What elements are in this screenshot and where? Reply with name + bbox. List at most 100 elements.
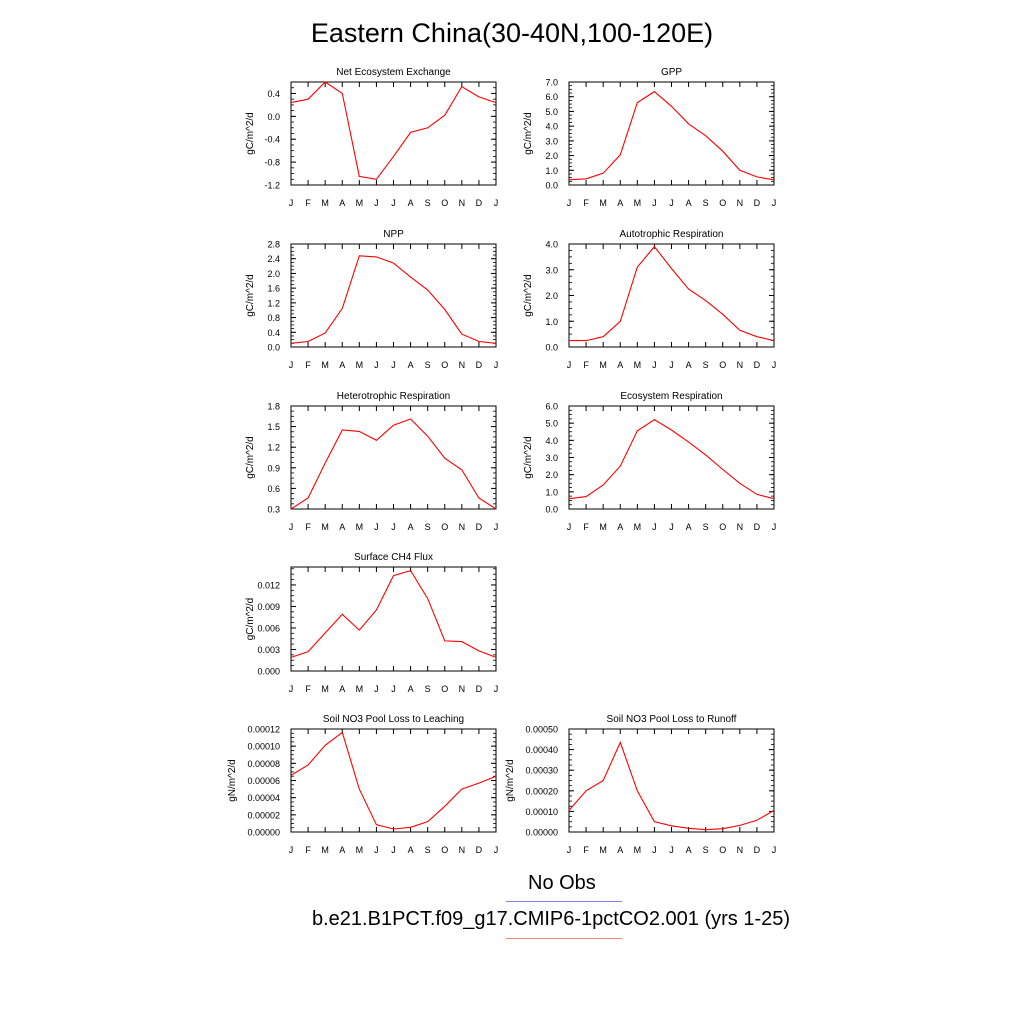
- soil-no3-pool-loss-to-runoff-xtick-label: S: [703, 845, 709, 855]
- npp-xtick-label: S: [425, 360, 431, 370]
- npp-xtick-label: A: [408, 360, 414, 370]
- soil-no3-pool-loss-to-runoff-xtick-label: F: [583, 845, 589, 855]
- ecosystem-respiration-xtick-label: N: [737, 522, 744, 532]
- npp-ytick-label: 0.8: [267, 313, 280, 323]
- soil-no3-pool-loss-to-leaching-ytick-label: 0.00008: [247, 759, 280, 769]
- soil-no3-pool-loss-to-runoff-ytick-label: 0.00050: [525, 725, 558, 735]
- npp-ytick-label: 0.4: [267, 328, 280, 338]
- soil-no3-pool-loss-to-leaching-ytick-label: 0.00002: [247, 810, 280, 820]
- npp-xtick-label: D: [476, 360, 483, 370]
- gpp-ytick-label: 4.0: [545, 122, 558, 132]
- soil-no3-pool-loss-to-runoff-xtick-label: M: [634, 845, 642, 855]
- gpp-series-line: [568, 90, 775, 181]
- heterotrophic-respiration-ytick-label: 1.8: [267, 402, 280, 412]
- gpp-ytick-label: 1.0: [545, 166, 558, 176]
- soil-no3-pool-loss-to-leaching-xtick-label: D: [476, 845, 483, 855]
- surface-ch4-flux-xtick-label: D: [476, 684, 483, 694]
- net-ecosystem-exchange-title: Net Ecosystem Exchange: [336, 67, 451, 78]
- ecosystem-respiration-ytick-label: 6.0: [545, 402, 558, 412]
- heterotrophic-respiration-xtick-label: F: [305, 522, 311, 532]
- soil-no3-pool-loss-to-runoff-frame: [568, 728, 775, 833]
- gpp-xtick-label: M: [634, 198, 642, 208]
- npp-ytick-label: 2.8: [267, 240, 280, 250]
- npp-xtick-label: J: [289, 360, 294, 370]
- net-ecosystem-exchange-xtick-label: J: [391, 198, 396, 208]
- soil-no3-pool-loss-to-leaching-xtick-label: F: [305, 845, 311, 855]
- surface-ch4-flux-title: Surface CH4 Flux: [354, 552, 433, 563]
- heterotrophic-respiration-xtick-label: J: [289, 522, 294, 532]
- surface-ch4-flux-ylabel: gC/m^2/d: [245, 598, 256, 641]
- ecosystem-respiration-xtick-label: F: [583, 522, 589, 532]
- net-ecosystem-exchange-ytick-label: 0.0: [267, 112, 280, 122]
- heterotrophic-respiration-frame: [290, 405, 497, 510]
- surface-ch4-flux-xtick-label: J: [289, 684, 294, 694]
- npp-xtick-label: J: [374, 360, 379, 370]
- ecosystem-respiration-xtick-label: O: [719, 522, 726, 532]
- gpp-xtick-label: F: [583, 198, 589, 208]
- ecosystem-respiration-xtick-label: J: [652, 522, 657, 532]
- ecosystem-respiration-xtick-label: A: [617, 522, 623, 532]
- autotrophic-respiration-xtick-label: M: [599, 360, 607, 370]
- surface-ch4-flux-ytick-label: 0.009: [257, 602, 280, 612]
- soil-no3-pool-loss-to-runoff-ytick-label: 0.00010: [525, 807, 558, 817]
- heterotrophic-respiration-xtick-label: A: [339, 522, 345, 532]
- gpp-xtick-label: N: [737, 198, 744, 208]
- net-ecosystem-exchange-xtick-label: S: [425, 198, 431, 208]
- soil-no3-pool-loss-to-leaching-title: Soil NO3 Pool Loss to Leaching: [323, 714, 464, 725]
- soil-no3-pool-loss-to-leaching-xtick-label: J: [494, 845, 499, 855]
- soil-no3-pool-loss-to-runoff-ytick-label: 0.00030: [525, 766, 558, 776]
- heterotrophic-respiration-xtick-label: D: [476, 522, 483, 532]
- soil-no3-pool-loss-to-runoff-xtick-label: J: [652, 845, 657, 855]
- soil-no3-pool-loss-to-runoff-ytick-label: 0.00040: [525, 745, 558, 755]
- soil-no3-pool-loss-to-runoff-xtick-label: J: [772, 845, 777, 855]
- surface-ch4-flux-xtick-label: O: [441, 684, 448, 694]
- net-ecosystem-exchange-series-line: [290, 81, 497, 180]
- gpp-xtick-label: J: [652, 198, 657, 208]
- soil-no3-pool-loss-to-leaching-xtick-label: M: [321, 845, 329, 855]
- soil-no3-pool-loss-to-leaching-xtick-label: J: [374, 845, 379, 855]
- surface-ch4-flux-xtick-label: M: [321, 684, 329, 694]
- surface-ch4-flux-xtick-label: J: [391, 684, 396, 694]
- npp-series-line: [290, 255, 497, 344]
- heterotrophic-respiration-xtick-label: M: [321, 522, 329, 532]
- autotrophic-respiration-xtick-label: M: [634, 360, 642, 370]
- autotrophic-respiration-xtick-label: J: [772, 360, 777, 370]
- npp-ytick-label: 2.4: [267, 254, 280, 264]
- heterotrophic-respiration-xtick-label: A: [408, 522, 414, 532]
- net-ecosystem-exchange-frame: [290, 81, 497, 186]
- autotrophic-respiration-ytick-label: 4.0: [545, 240, 558, 250]
- ecosystem-respiration-ytick-label: 4.0: [545, 436, 558, 446]
- npp-xtick-label: O: [441, 360, 448, 370]
- soil-no3-pool-loss-to-leaching-ytick-label: 0.00012: [247, 725, 280, 735]
- gpp-xtick-label: J: [669, 198, 674, 208]
- gpp-ytick-label: 7.0: [545, 78, 558, 88]
- soil-no3-pool-loss-to-leaching-ytick-label: 0.00004: [247, 793, 280, 803]
- net-ecosystem-exchange-xtick-label: O: [441, 198, 448, 208]
- surface-ch4-flux-ytick-label: 0.006: [257, 623, 280, 633]
- heterotrophic-respiration-xtick-label: J: [391, 522, 396, 532]
- npp-xtick-label: F: [305, 360, 311, 370]
- ecosystem-respiration-xtick-label: S: [703, 522, 709, 532]
- soil-no3-pool-loss-to-runoff-title: Soil NO3 Pool Loss to Runoff: [607, 714, 737, 725]
- heterotrophic-respiration-title: Heterotrophic Respiration: [337, 391, 450, 402]
- soil-no3-pool-loss-to-runoff-xtick-label: J: [669, 845, 674, 855]
- soil-no3-pool-loss-to-leaching-xtick-label: O: [441, 845, 448, 855]
- heterotrophic-respiration-xtick-label: O: [441, 522, 448, 532]
- npp-ytick-label: 0.0: [267, 343, 280, 353]
- soil-no3-pool-loss-to-leaching-xtick-label: N: [459, 845, 466, 855]
- gpp-ylabel: gC/m^2/d: [523, 112, 534, 155]
- ecosystem-respiration-xtick-label: M: [599, 522, 607, 532]
- gpp-ytick-label: 6.0: [545, 92, 558, 102]
- surface-ch4-flux-series-line: [290, 569, 497, 658]
- npp-frame: [290, 243, 497, 348]
- ecosystem-respiration-title: Ecosystem Respiration: [620, 391, 722, 402]
- net-ecosystem-exchange-xtick-label: J: [494, 198, 499, 208]
- autotrophic-respiration-series-line: [569, 245, 775, 342]
- net-ecosystem-exchange-xtick-label: D: [476, 198, 483, 208]
- surface-ch4-flux-ytick-label: 0.012: [257, 580, 280, 590]
- heterotrophic-respiration-xtick-label: J: [494, 522, 499, 532]
- legend-line-model-run: [506, 938, 622, 939]
- gpp-xtick-label: J: [772, 198, 777, 208]
